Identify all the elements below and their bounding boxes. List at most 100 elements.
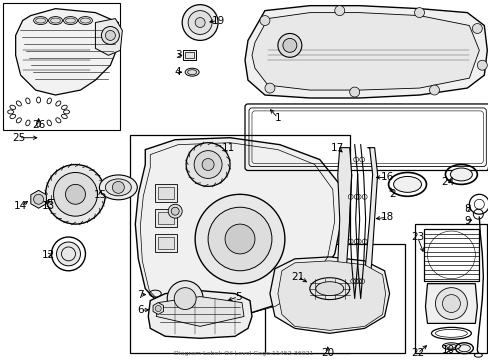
Text: 13: 13 <box>42 201 55 211</box>
Text: 10: 10 <box>441 345 454 355</box>
Text: 8: 8 <box>463 204 470 214</box>
Circle shape <box>168 204 182 218</box>
Circle shape <box>195 18 204 27</box>
Text: 11: 11 <box>221 143 234 153</box>
Text: 12: 12 <box>42 250 55 260</box>
Bar <box>414 224 487 353</box>
Text: 25: 25 <box>12 133 25 143</box>
Circle shape <box>283 39 296 52</box>
Text: 6: 6 <box>137 306 143 315</box>
Text: 26: 26 <box>32 120 45 130</box>
Polygon shape <box>183 50 196 60</box>
Text: 16: 16 <box>380 172 393 183</box>
Polygon shape <box>277 261 385 330</box>
Text: 2: 2 <box>388 189 395 199</box>
Polygon shape <box>95 19 122 55</box>
Ellipse shape <box>78 17 92 24</box>
Polygon shape <box>155 184 177 202</box>
Ellipse shape <box>187 70 196 75</box>
Circle shape <box>208 207 271 271</box>
Circle shape <box>186 143 229 186</box>
Circle shape <box>105 31 115 40</box>
Bar <box>264 244 404 353</box>
Bar <box>2 3 120 130</box>
Text: 22: 22 <box>410 348 423 358</box>
Text: 18: 18 <box>380 212 393 222</box>
Polygon shape <box>155 234 177 252</box>
Circle shape <box>182 5 218 40</box>
Circle shape <box>277 33 301 57</box>
Circle shape <box>428 85 439 95</box>
Ellipse shape <box>442 343 459 350</box>
Polygon shape <box>185 52 194 58</box>
Circle shape <box>471 23 481 33</box>
Ellipse shape <box>48 17 62 24</box>
Circle shape <box>188 11 212 35</box>
Text: 1: 1 <box>274 113 281 123</box>
Circle shape <box>435 288 467 319</box>
Polygon shape <box>244 6 487 98</box>
Circle shape <box>260 15 269 26</box>
Ellipse shape <box>50 18 61 23</box>
Circle shape <box>264 83 274 93</box>
Polygon shape <box>16 9 118 95</box>
Text: 23: 23 <box>410 232 423 242</box>
Polygon shape <box>158 212 174 224</box>
Circle shape <box>45 165 105 224</box>
Ellipse shape <box>393 176 421 192</box>
Text: 9: 9 <box>463 216 470 226</box>
Polygon shape <box>337 148 351 274</box>
Ellipse shape <box>449 168 471 181</box>
Circle shape <box>101 27 119 44</box>
Polygon shape <box>156 297 244 327</box>
Polygon shape <box>153 302 163 315</box>
Ellipse shape <box>185 68 199 76</box>
Ellipse shape <box>457 345 469 352</box>
Polygon shape <box>31 190 46 208</box>
Ellipse shape <box>99 175 137 200</box>
Polygon shape <box>251 13 478 90</box>
Ellipse shape <box>315 282 343 296</box>
Text: 17: 17 <box>330 143 344 153</box>
Ellipse shape <box>34 17 47 24</box>
Circle shape <box>167 281 203 316</box>
Polygon shape <box>155 209 177 227</box>
Circle shape <box>334 6 344 15</box>
Circle shape <box>34 194 43 204</box>
Ellipse shape <box>309 278 349 300</box>
Text: Diagram Label: Oil Level Gage 11452-36021: Diagram Label: Oil Level Gage 11452-3602… <box>174 351 313 356</box>
Text: 4: 4 <box>175 67 181 77</box>
Circle shape <box>224 224 254 254</box>
Ellipse shape <box>81 18 90 23</box>
Circle shape <box>349 87 359 97</box>
Ellipse shape <box>65 18 75 23</box>
Text: 24: 24 <box>440 177 453 188</box>
Circle shape <box>202 158 214 171</box>
Circle shape <box>171 207 179 215</box>
Circle shape <box>442 294 459 312</box>
Circle shape <box>174 288 196 310</box>
Circle shape <box>155 306 161 311</box>
Text: 20: 20 <box>321 348 334 358</box>
Polygon shape <box>135 138 341 319</box>
Text: 7: 7 <box>137 289 143 300</box>
Ellipse shape <box>105 179 131 196</box>
Circle shape <box>195 194 285 284</box>
Circle shape <box>194 150 222 179</box>
Ellipse shape <box>63 17 77 24</box>
Circle shape <box>112 181 124 193</box>
Polygon shape <box>148 291 251 338</box>
Text: 3: 3 <box>175 50 181 60</box>
Ellipse shape <box>36 18 45 23</box>
Circle shape <box>65 184 85 204</box>
Bar <box>130 135 349 353</box>
Text: 5: 5 <box>234 292 241 302</box>
Polygon shape <box>158 187 174 199</box>
Circle shape <box>414 8 424 18</box>
Polygon shape <box>269 257 389 333</box>
Circle shape <box>57 242 81 266</box>
Text: 21: 21 <box>291 272 304 282</box>
Polygon shape <box>158 237 174 249</box>
Circle shape <box>476 60 487 70</box>
Text: 14: 14 <box>14 201 27 211</box>
